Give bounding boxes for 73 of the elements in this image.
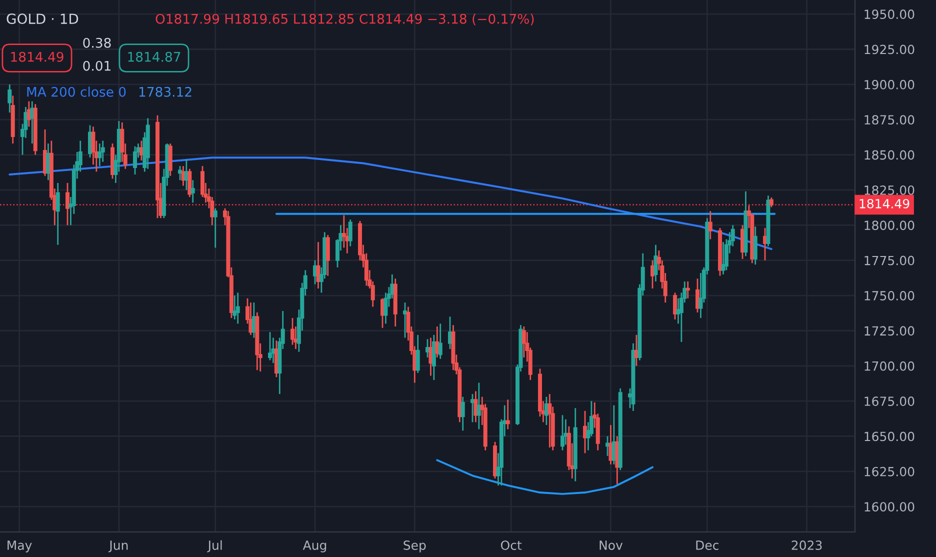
- candlestick: [476, 382, 481, 430]
- text: MA 200 close 0: [27, 86, 126, 97]
- candlestick: [178, 165, 182, 181]
- y-tick-label: 1700.00: [864, 361, 914, 371]
- y-tick-label: 1825.00: [864, 185, 914, 195]
- y-tick-label: 1725.00: [864, 326, 914, 336]
- annotation: O1817.99 H1819.65 L1812.85 C1814.49 −3.18 (−0.17%): [156, 14, 534, 26]
- y-tick-label: 1925.00: [864, 44, 914, 54]
- candlestick: [133, 146, 137, 176]
- candlestick: [188, 168, 192, 198]
- candlestick: [403, 302, 407, 338]
- candlestick: [181, 165, 186, 186]
- candlestick: [100, 140, 105, 163]
- y-tick-label: 1875.00: [864, 115, 914, 125]
- candlestick: [30, 100, 34, 144]
- x-tick-label: Jul: [207, 540, 222, 552]
- text: GOLD · 1D: [6, 14, 78, 24]
- line-series: [8, 156, 772, 250]
- candlestick: [686, 280, 690, 300]
- candlestick: [66, 182, 70, 226]
- candlestick: [232, 294, 237, 320]
- candlestick: [438, 322, 442, 360]
- annotation: 0.01: [83, 60, 110, 71]
- candlestick: [213, 208, 218, 248]
- candlestick: [460, 396, 465, 432]
- x-tick-label: Dec: [696, 540, 718, 550]
- candlestick: [708, 210, 712, 240]
- candlestick: [98, 142, 102, 167]
- annotation: 1814.87: [128, 52, 180, 62]
- candlestick: [326, 234, 330, 277]
- x-tick-label: 2023: [792, 540, 822, 550]
- candlestick: [435, 326, 440, 358]
- candlestick: [506, 398, 510, 430]
- candlestick: [348, 218, 352, 247]
- candlestick: [236, 292, 240, 324]
- candlestick: [316, 241, 320, 290]
- x-tick-label: Nov: [600, 540, 623, 550]
- candlestick: [56, 182, 60, 246]
- y-tick-label: 1775.00: [864, 256, 914, 266]
- candlestick: [548, 393, 552, 448]
- x-tick-label: Oct: [500, 540, 522, 550]
- y-tick-label: 1650.00: [864, 432, 914, 442]
- y-tick-label: 1600.00: [864, 502, 914, 512]
- candlestick: [268, 331, 272, 361]
- y-tick-label: 1800.00: [864, 220, 914, 230]
- candlestick: [290, 317, 294, 346]
- candlestick: [673, 292, 677, 320]
- ref-line-label: 1814.49: [860, 198, 910, 208]
- candlestick: [721, 241, 726, 276]
- candlestick: [769, 196, 774, 208]
- candlestick: [8, 84, 12, 114]
- y-tick-label: 1950.00: [864, 10, 914, 19]
- y-tick-label: 1625.00: [864, 466, 914, 476]
- candlestick: [416, 334, 420, 374]
- candlestick: [654, 244, 658, 282]
- candlestick: [190, 179, 195, 204]
- candlestick: [474, 390, 478, 423]
- x-tick-label: Aug: [302, 540, 326, 552]
- y-tick-label: 1675.00: [864, 396, 914, 406]
- x-tick-label: Sep: [404, 540, 426, 552]
- x-tick-label: May: [8, 540, 32, 552]
- line-series: [436, 459, 654, 495]
- y-tick-label: 1850.00: [864, 150, 914, 160]
- candlestick: [560, 414, 564, 452]
- candlestick: [522, 326, 526, 358]
- y-tick-label: 1900.00: [864, 80, 914, 90]
- annotation: 1814.49: [11, 52, 64, 62]
- candlestick: [753, 226, 758, 266]
- annotation: 0.38: [83, 38, 111, 48]
- y-tick-label: 1750.00: [864, 290, 914, 300]
- candlestick: [168, 142, 172, 177]
- annotation: 1783.12: [139, 86, 192, 97]
- x-tick-label: Jun: [108, 540, 128, 552]
